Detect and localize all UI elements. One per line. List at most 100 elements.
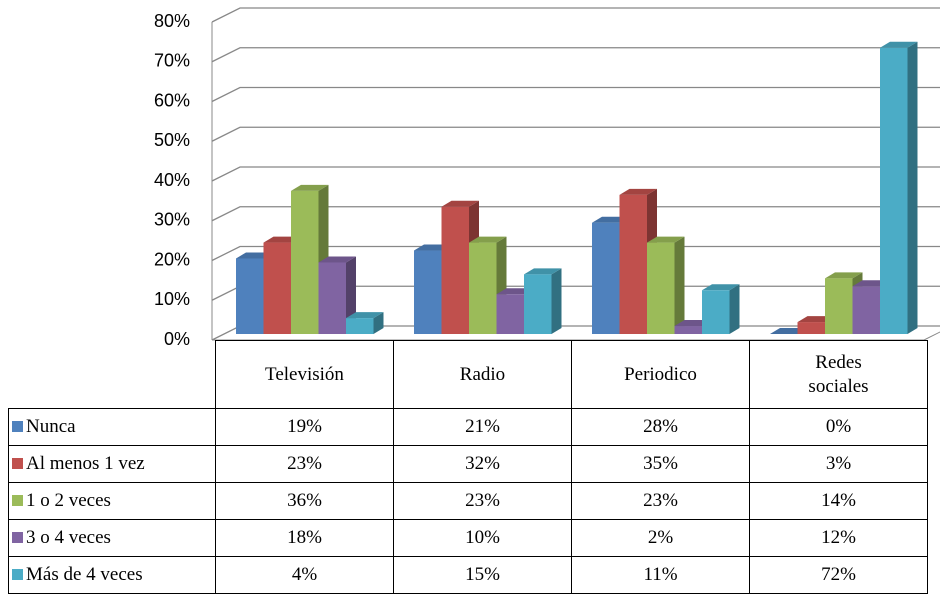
value-cell: 28% (571, 408, 750, 446)
value-cell: 2% (571, 519, 750, 557)
bar (524, 268, 562, 334)
series-row: 1 o 2 veces 36% 23% 23% 14% (8, 482, 928, 520)
bar-front (291, 190, 319, 334)
y-tick-label: 0% (164, 329, 190, 349)
bar-side (674, 236, 685, 334)
bar-front (592, 222, 620, 334)
grid-line (211, 206, 940, 222)
value-cell: 23% (393, 482, 572, 520)
category-label: Redes sociales (808, 351, 869, 397)
category-cell: Radio (393, 340, 572, 409)
grid-line (211, 7, 940, 23)
legend-label: 3 o 4 veces (26, 527, 111, 548)
bar-front (263, 242, 291, 334)
bar-front (797, 322, 825, 334)
grid-line (211, 245, 940, 262)
bar-top (619, 188, 657, 195)
y-tick-label: 40% (154, 170, 190, 190)
value-cell: 23% (571, 482, 750, 520)
bar-front (236, 258, 264, 334)
bar-top (524, 268, 562, 275)
bar-top (291, 184, 329, 191)
grid-line (211, 86, 940, 103)
value-cell: 19% (215, 408, 394, 446)
legend-swatch (12, 495, 23, 506)
bar-front (825, 278, 853, 334)
y-tick-label: 30% (154, 210, 190, 230)
y-tick-label: 20% (154, 249, 190, 269)
legend-cell: Nunca (8, 408, 216, 446)
bar-top (469, 236, 507, 243)
grid-line (211, 47, 940, 63)
value-cell: 18% (215, 519, 394, 557)
legend-label: Más de 4 veces (26, 564, 143, 585)
bar-front (414, 250, 442, 334)
bar (647, 236, 685, 334)
value-cell: 23% (215, 445, 394, 483)
value-cell: 32% (393, 445, 572, 483)
series-row: Nunca 19% 21% 28% 0% (8, 408, 928, 446)
legend-swatch (12, 421, 23, 432)
bar-front (674, 326, 702, 334)
bar-side (907, 41, 918, 335)
category-cell: Televisión (215, 340, 394, 409)
y-tick-label: 70% (154, 51, 190, 71)
value-cell: 21% (393, 408, 572, 446)
legend-cell: Más de 4 veces (8, 556, 216, 594)
bar-front (852, 286, 880, 334)
bar-top (880, 41, 918, 48)
y-tick-label: 80% (154, 11, 190, 31)
value-cell: 15% (393, 556, 572, 594)
y-tick-label: 50% (154, 130, 190, 150)
grid-line (211, 166, 940, 182)
bar-front (318, 262, 346, 334)
y-tick-label: 60% (154, 90, 190, 110)
bar-front (880, 47, 908, 335)
bar-front (496, 294, 524, 334)
value-cell: 4% (215, 556, 394, 594)
bar-side (551, 268, 562, 334)
bar-top (647, 236, 685, 243)
value-cell: 3% (749, 445, 928, 483)
legend-cell: Al menos 1 vez (8, 445, 216, 483)
value-cell: 12% (749, 519, 928, 557)
bar-front (702, 290, 730, 334)
legend-label: 1 o 2 veces (26, 490, 111, 511)
legend-cell: 3 o 4 veces (8, 519, 216, 557)
legend-cell: 1 o 2 veces (8, 482, 216, 520)
value-cell: 35% (571, 445, 750, 483)
bar (880, 41, 918, 335)
bar-top (702, 284, 740, 291)
value-cell: 11% (571, 556, 750, 594)
category-label: Periodico (624, 363, 697, 385)
bar-front (619, 194, 647, 334)
bar-side (373, 312, 384, 334)
legend-label: Nunca (26, 416, 76, 437)
bar-front (647, 242, 675, 334)
value-cell: 0% (749, 408, 928, 446)
bar (318, 256, 356, 334)
bar-front (469, 242, 497, 334)
legend-swatch (12, 569, 23, 580)
value-cell: 36% (215, 482, 394, 520)
legend-label: Al menos 1 vez (26, 453, 145, 474)
value-cell: 14% (749, 482, 928, 520)
bar-top (441, 200, 479, 207)
value-cell: 72% (749, 556, 928, 594)
category-label: Televisión (265, 363, 344, 385)
bar-front (346, 318, 374, 334)
header-row: Televisión Radio Periodico Redes sociales (9, 340, 928, 409)
series-row: Al menos 1 vez 23% 32% 35% 3% (8, 445, 928, 483)
bar-top (825, 272, 863, 279)
floor-edge (923, 331, 940, 341)
series-row: 3 o 4 veces 18% 10% 2% 12% (8, 519, 928, 557)
bar-top (346, 312, 384, 319)
legend-swatch (12, 532, 23, 543)
y-tick-label: 10% (154, 289, 190, 309)
legend-swatch (12, 458, 23, 469)
category-cell: Redes sociales (749, 340, 928, 409)
bar-top (318, 256, 356, 263)
corner (9, 341, 216, 409)
